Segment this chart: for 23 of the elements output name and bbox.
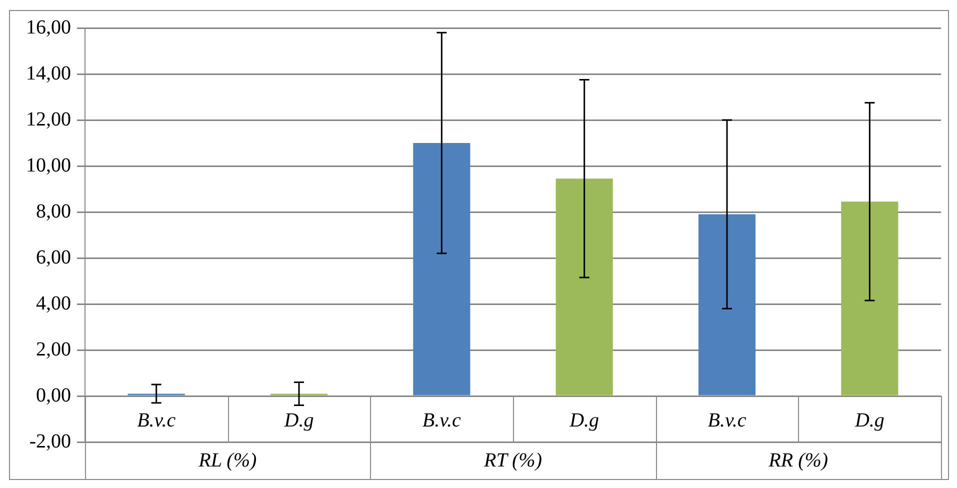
text: D.g: [854, 409, 884, 432]
text: D.g: [570, 409, 600, 432]
y-tick-label: 14,00: [26, 62, 71, 84]
series-label: B.v.c: [137, 409, 176, 432]
y-tick-label: 4,00: [36, 292, 71, 314]
y-tick-label: 12,00: [26, 108, 71, 130]
y-tick-label: -2,00: [29, 430, 71, 452]
x-tick-label: RR (%): [768, 449, 828, 472]
x-tick-label: RL (%): [198, 449, 257, 472]
bar: [841, 202, 898, 396]
series-label: D.g: [283, 409, 314, 432]
y-tick-label: 2,00: [36, 338, 71, 360]
bar: [698, 214, 756, 396]
y-tick-label: 6,00: [36, 246, 71, 268]
text: B.v.c: [422, 409, 461, 432]
text: B.v.c: [708, 409, 746, 432]
bar: [556, 178, 613, 396]
y-tick-label: 10,00: [26, 154, 71, 176]
y-tick-label: 16,00: [26, 16, 71, 38]
bar: [413, 143, 470, 396]
x-tick-label: RT (%): [483, 449, 542, 472]
y-tick-label: 0,00: [36, 384, 71, 406]
y-tick-label: 8,00: [36, 200, 71, 222]
